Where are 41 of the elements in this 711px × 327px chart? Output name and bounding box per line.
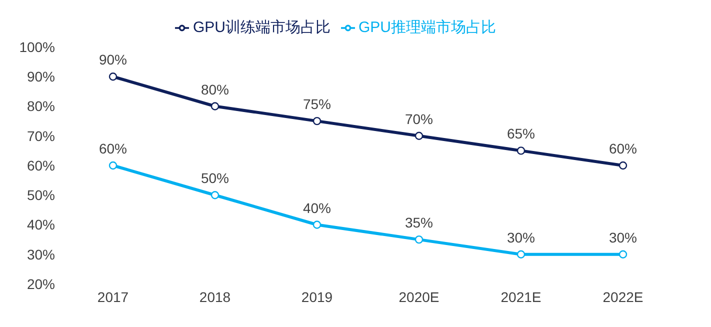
point: [414, 235, 424, 244]
data-label: 30%: [608, 229, 638, 246]
y-tick-label: 90%: [26, 68, 55, 85]
x-tick-label: 2018: [199, 288, 231, 305]
data-label: 35%: [404, 214, 434, 231]
y-tick-label: 40%: [26, 216, 55, 233]
data-label: 50%: [200, 170, 230, 186]
data-label: 60%: [98, 140, 128, 156]
y-tick-label: 30%: [26, 246, 55, 262]
data-label: 75%: [302, 96, 332, 112]
data-label: 80%: [200, 81, 230, 98]
x-tick-label: 2022E: [602, 288, 644, 305]
point: [108, 72, 118, 81]
x-tick-label: 2021E: [500, 288, 542, 305]
point: [210, 102, 220, 110]
point: [108, 161, 118, 170]
point: [516, 250, 526, 258]
x-tick-label: 2019: [301, 288, 333, 305]
y-tick-label: 100%: [19, 38, 55, 55]
data-label: 40%: [302, 200, 332, 216]
y-tick-label: 70%: [26, 128, 55, 144]
point: [312, 220, 322, 229]
legend-label: GPU推理端市场占比: [358, 19, 496, 36]
y-tick-label: 80%: [26, 98, 55, 114]
y-tick-label: 60%: [26, 157, 55, 174]
x-tick-label: 2017: [97, 288, 129, 305]
point: [516, 146, 526, 155]
data-label: 60%: [608, 140, 638, 156]
point: [618, 250, 628, 258]
point: [618, 161, 628, 170]
point: [210, 191, 220, 200]
data-label: 90%: [98, 52, 128, 68]
y-tick-label: 20%: [26, 276, 55, 292]
data-label: 65%: [506, 126, 536, 142]
point: [414, 132, 424, 140]
y-tick-label: 50%: [26, 187, 55, 204]
point: [312, 116, 322, 126]
x-tick-label: 2020E: [398, 288, 440, 305]
data-label: 30%: [506, 229, 536, 246]
data-label: 70%: [404, 110, 434, 127]
legend-label: GPU训练端市场占比: [192, 19, 330, 36]
